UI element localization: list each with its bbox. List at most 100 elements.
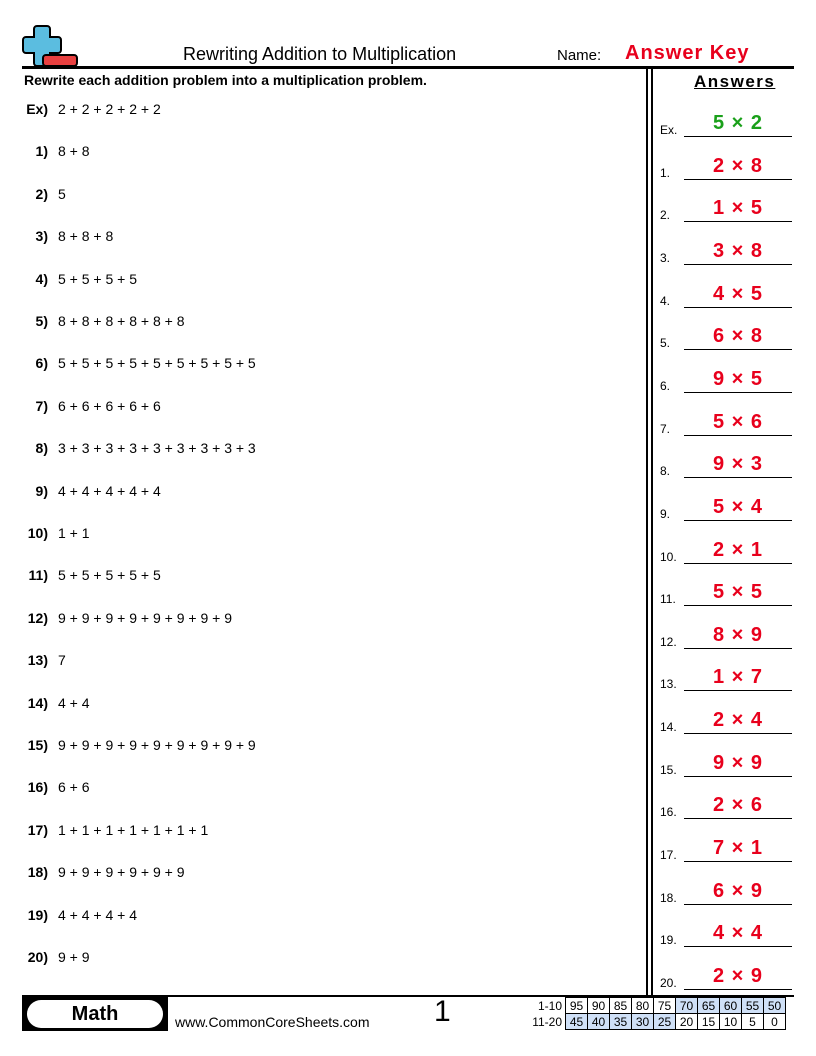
- problem-number: 20): [27, 949, 48, 965]
- score-cell: 60: [719, 997, 742, 1014]
- score-cell: 65: [697, 997, 720, 1014]
- score-cell: 90: [587, 997, 610, 1014]
- answer-line: [684, 647, 792, 649]
- problem-expression: 5 + 5 + 5 + 5 + 5: [58, 567, 161, 584]
- answer-line: [684, 178, 792, 180]
- problem-expression: 5 + 5 + 5 + 5: [58, 270, 138, 287]
- problem-number: 10): [27, 525, 48, 541]
- problem-expression: 6 + 6 + 6 + 6 + 6: [58, 397, 161, 414]
- problem-expression: 3 + 3 + 3 + 3 + 3 + 3 + 3 + 3 + 3: [58, 440, 256, 457]
- column-divider: [646, 68, 648, 996]
- answer-item: 4. 4 × 5: [660, 282, 792, 308]
- answer-item: 6. 9 × 5: [660, 368, 792, 393]
- answer-value: 1 × 7: [712, 666, 764, 689]
- answer-item: 14. 2 × 4: [660, 709, 792, 735]
- score-cell: 20: [675, 1013, 698, 1030]
- problem-expression: 9 + 9 + 9 + 9 + 9 + 9 + 9 + 9: [58, 609, 232, 626]
- answer-label: 2.: [660, 208, 671, 223]
- problem-number: 17): [27, 821, 48, 838]
- problem-number: 6): [35, 355, 48, 372]
- problem-expression: 8 + 8 + 8: [58, 228, 114, 245]
- problem-number: 12): [27, 609, 48, 626]
- answer-line: [684, 775, 792, 777]
- answer-item: 18. 6 × 9: [660, 880, 792, 905]
- problem-number: 9): [35, 482, 48, 499]
- score-cell: 70: [675, 997, 698, 1014]
- answer-item: 9. 5 × 4: [660, 495, 792, 521]
- problem-expression: 8 + 8 + 8 + 8 + 8 + 8: [58, 313, 185, 329]
- answer-value: 5 × 5: [712, 581, 764, 604]
- problem-expression: 4 + 4: [58, 694, 90, 711]
- score-cell: 80: [631, 997, 654, 1014]
- problem-number: 18): [27, 864, 48, 881]
- answer-line: [684, 562, 792, 564]
- answer-label: Ex.: [660, 123, 678, 137]
- answer-item: 7. 5 × 6: [660, 410, 792, 436]
- problem-expression: 9 + 9 + 9 + 9 + 9 + 9: [58, 864, 185, 881]
- problem-number: 19): [27, 906, 48, 923]
- answer-label: 14.: [660, 720, 677, 735]
- answer-line: [684, 818, 792, 820]
- problem-number: 13): [27, 652, 48, 669]
- answer-value: 5 × 6: [712, 410, 764, 433]
- answer-item: 19. 4 × 4: [660, 922, 792, 948]
- problem-number: 1): [35, 143, 48, 160]
- answer-item: 8. 9 × 3: [660, 453, 792, 479]
- problem-expression: 6 + 6: [58, 779, 90, 796]
- score-cell: 15: [697, 1013, 720, 1030]
- problem-expression: 4 + 4 + 4 + 4 + 4: [58, 482, 161, 499]
- answer-label: 11.: [660, 592, 676, 607]
- problem-number: Ex): [26, 101, 48, 117]
- header-divider: [22, 66, 794, 69]
- problem-number: 15): [27, 737, 48, 753]
- website-link[interactable]: www.CommonCoreSheets.com: [175, 1014, 370, 1030]
- answer-line: [684, 519, 792, 521]
- answer-label: 18.: [660, 890, 677, 905]
- score-row-label: 11-20: [532, 1014, 562, 1029]
- answer-label: 4.: [660, 293, 671, 308]
- column-divider: [651, 68, 653, 996]
- answer-line: [684, 136, 792, 137]
- score-cell: 0: [763, 1013, 786, 1030]
- answer-item: 16. 2 × 6: [660, 794, 792, 820]
- problem-expression: 4 + 4 + 4 + 4: [58, 906, 138, 923]
- name-label: Name:: [557, 47, 602, 64]
- answer-item: 11. 5 × 5: [660, 581, 792, 607]
- name-value: Answer Key: [625, 42, 750, 64]
- answer-label: 16.: [660, 805, 677, 820]
- answer-value: 5 × 2: [712, 112, 764, 134]
- score-cell: 50: [763, 997, 786, 1014]
- answer-value: 2 × 4: [712, 709, 764, 732]
- answer-label: 13.: [660, 677, 677, 692]
- problem-expression: 2 + 2 + 2 + 2 + 2: [58, 101, 161, 117]
- page-number: 1: [434, 995, 451, 1028]
- answer-line: [684, 989, 792, 990]
- score-row: 1-10 95 90 85 80 75 70 65 60 55 50: [520, 997, 786, 1014]
- answer-line: [684, 306, 792, 308]
- score-table: 1-10 95 90 85 80 75 70 65 60 55 50 11-20 45 40 35 30 25 2…: [520, 997, 786, 1030]
- answer-label: 12.: [660, 634, 677, 649]
- answer-item: Ex. 5 × 2: [660, 112, 792, 137]
- problem-number: 16): [27, 779, 48, 796]
- answer-label: 19.: [660, 933, 677, 948]
- answer-item: 20. 2 × 9: [660, 965, 792, 990]
- answer-item: 15. 9 × 9: [660, 752, 792, 777]
- worksheet-title: Rewriting Addition to Multiplication: [183, 44, 457, 64]
- answer-item: 5. 6 × 8: [660, 325, 792, 351]
- answer-label: 10.: [660, 549, 677, 564]
- problem-expression: 9 + 9: [58, 949, 90, 965]
- answer-line: [684, 733, 792, 735]
- answer-value: 5 × 4: [712, 495, 764, 518]
- score-row: 11-20 45 40 35 30 25 20 15 10 5 0: [520, 1013, 786, 1030]
- answer-line: [684, 221, 792, 223]
- answer-value: 4 × 5: [712, 282, 764, 305]
- score-cell: 55: [741, 997, 764, 1014]
- problem-expression: 8 + 8: [58, 143, 90, 160]
- answer-label: 20.: [660, 976, 677, 990]
- score-cell: 25: [653, 1013, 676, 1030]
- subject-label: Math: [27, 1000, 163, 1028]
- answer-item: 3. 3 × 8: [660, 240, 792, 265]
- problem-number: 4): [35, 270, 48, 287]
- answer-item: 17. 7 × 1: [660, 837, 792, 863]
